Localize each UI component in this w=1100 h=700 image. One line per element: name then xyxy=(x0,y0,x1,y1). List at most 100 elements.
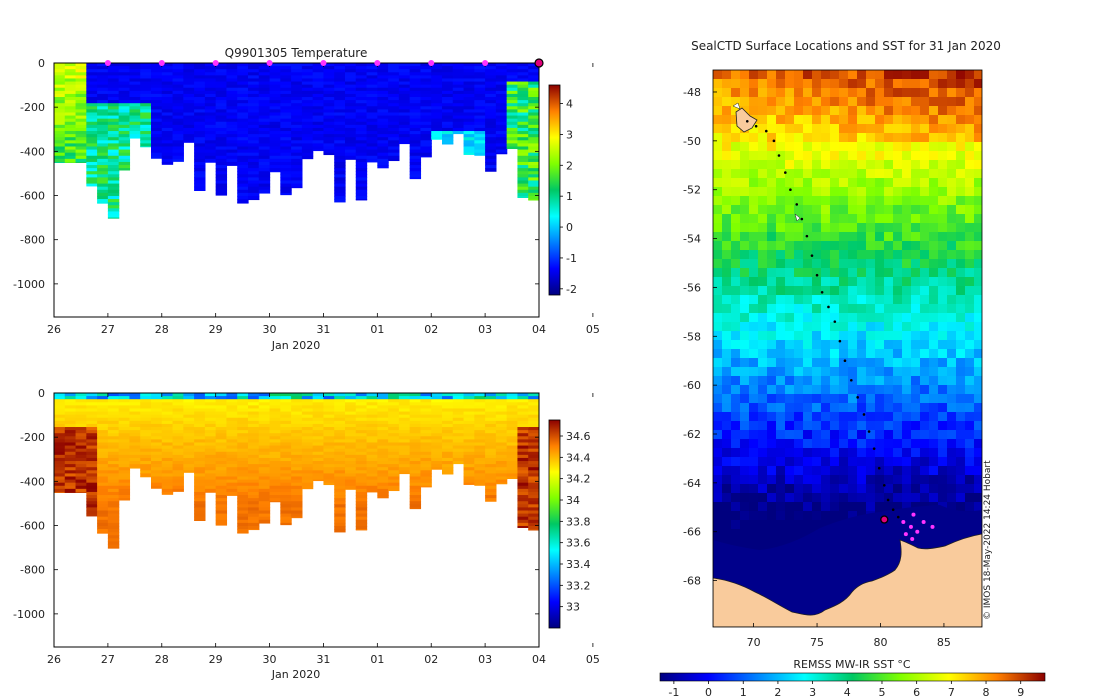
data-cell xyxy=(506,90,519,95)
data-cell xyxy=(107,417,120,422)
data-cell xyxy=(194,417,206,422)
data-cell xyxy=(431,464,443,468)
data-cell xyxy=(107,411,120,416)
sst-cell xyxy=(857,493,867,503)
data-cell xyxy=(194,177,206,182)
sst-cell xyxy=(776,187,786,197)
data-cell xyxy=(64,445,77,450)
data-cell xyxy=(517,103,529,107)
data-cell xyxy=(107,149,120,154)
sst-cell xyxy=(776,529,786,539)
sst-cell xyxy=(830,196,840,206)
data-cell xyxy=(474,143,486,148)
data-cell xyxy=(506,451,519,456)
sst-cell xyxy=(794,178,804,188)
data-cell xyxy=(194,501,206,505)
data-cell xyxy=(366,106,378,110)
sst-cell xyxy=(938,196,948,206)
data-cell xyxy=(323,411,335,416)
sst-cell xyxy=(722,484,732,494)
data-cell xyxy=(301,411,314,416)
data-cell xyxy=(280,479,292,484)
data-cell xyxy=(237,427,249,431)
data-cell xyxy=(204,408,217,413)
data-cell xyxy=(54,134,66,138)
data-cell xyxy=(248,519,260,524)
sst-cell xyxy=(821,286,831,296)
data-cell xyxy=(280,165,292,169)
data-cell xyxy=(420,479,432,484)
data-cell xyxy=(409,405,422,410)
sst-cell xyxy=(722,331,732,341)
sst-cell xyxy=(902,466,912,476)
data-cell xyxy=(517,510,529,515)
sst-cell xyxy=(794,151,804,161)
data-cell xyxy=(172,445,184,450)
data-cell xyxy=(248,140,260,144)
data-cell xyxy=(248,433,260,437)
sst-cell xyxy=(875,421,885,431)
sst-cell xyxy=(740,79,750,89)
data-cell xyxy=(506,146,519,150)
sst-cell xyxy=(713,214,723,224)
data-cell xyxy=(485,66,497,70)
data-cell xyxy=(398,106,411,110)
sst-cell xyxy=(965,88,975,98)
sst-cell xyxy=(938,232,948,242)
profile-marker xyxy=(266,60,273,66)
data-cell xyxy=(442,436,454,440)
data-cell xyxy=(183,75,195,80)
sst-cell xyxy=(947,439,957,449)
sst-cell xyxy=(830,133,840,143)
data-cell xyxy=(442,69,454,73)
data-cell xyxy=(86,140,98,144)
data-cell xyxy=(237,504,249,509)
data-cell xyxy=(161,66,174,70)
sst-cell xyxy=(740,421,750,431)
sst-cell xyxy=(758,403,768,413)
data-cell xyxy=(474,69,486,73)
sst-cell xyxy=(731,466,741,476)
data-cell xyxy=(269,106,281,110)
sst-cell xyxy=(902,322,912,332)
data-cell xyxy=(517,423,529,428)
data-cell xyxy=(388,143,400,148)
sst-cell xyxy=(911,340,921,350)
data-cell xyxy=(485,106,497,110)
data-cell xyxy=(377,488,389,493)
sst-cell xyxy=(857,205,867,215)
data-cell xyxy=(204,75,217,80)
data-cell xyxy=(237,180,249,185)
data-cell xyxy=(107,155,120,160)
sst-cell xyxy=(929,439,939,449)
data-cell xyxy=(237,519,249,524)
sst-cell xyxy=(740,151,750,161)
data-cell xyxy=(183,69,195,73)
data-cell xyxy=(204,420,217,425)
data-cell xyxy=(237,87,249,92)
sst-cell xyxy=(965,493,975,503)
data-cell xyxy=(474,140,486,144)
sst-cell xyxy=(722,160,732,170)
data-cell xyxy=(140,127,152,132)
data-cell xyxy=(377,121,389,126)
data-cell xyxy=(97,127,109,132)
data-cell xyxy=(442,137,454,141)
data-cell xyxy=(237,155,249,160)
data-cell xyxy=(237,131,249,135)
sst-cell xyxy=(731,259,741,269)
data-cell xyxy=(280,488,292,493)
data-cell xyxy=(54,158,66,163)
data-cell xyxy=(409,393,422,397)
data-cell xyxy=(54,414,66,419)
data-cell xyxy=(107,208,120,213)
data-cell xyxy=(129,118,141,123)
data-cell xyxy=(183,408,195,413)
data-cell xyxy=(495,75,508,80)
data-cell xyxy=(280,427,292,431)
data-cell xyxy=(506,405,519,410)
data-cell xyxy=(345,396,357,400)
data-cell xyxy=(366,457,378,462)
data-cell xyxy=(151,112,163,117)
data-cell xyxy=(366,137,378,141)
